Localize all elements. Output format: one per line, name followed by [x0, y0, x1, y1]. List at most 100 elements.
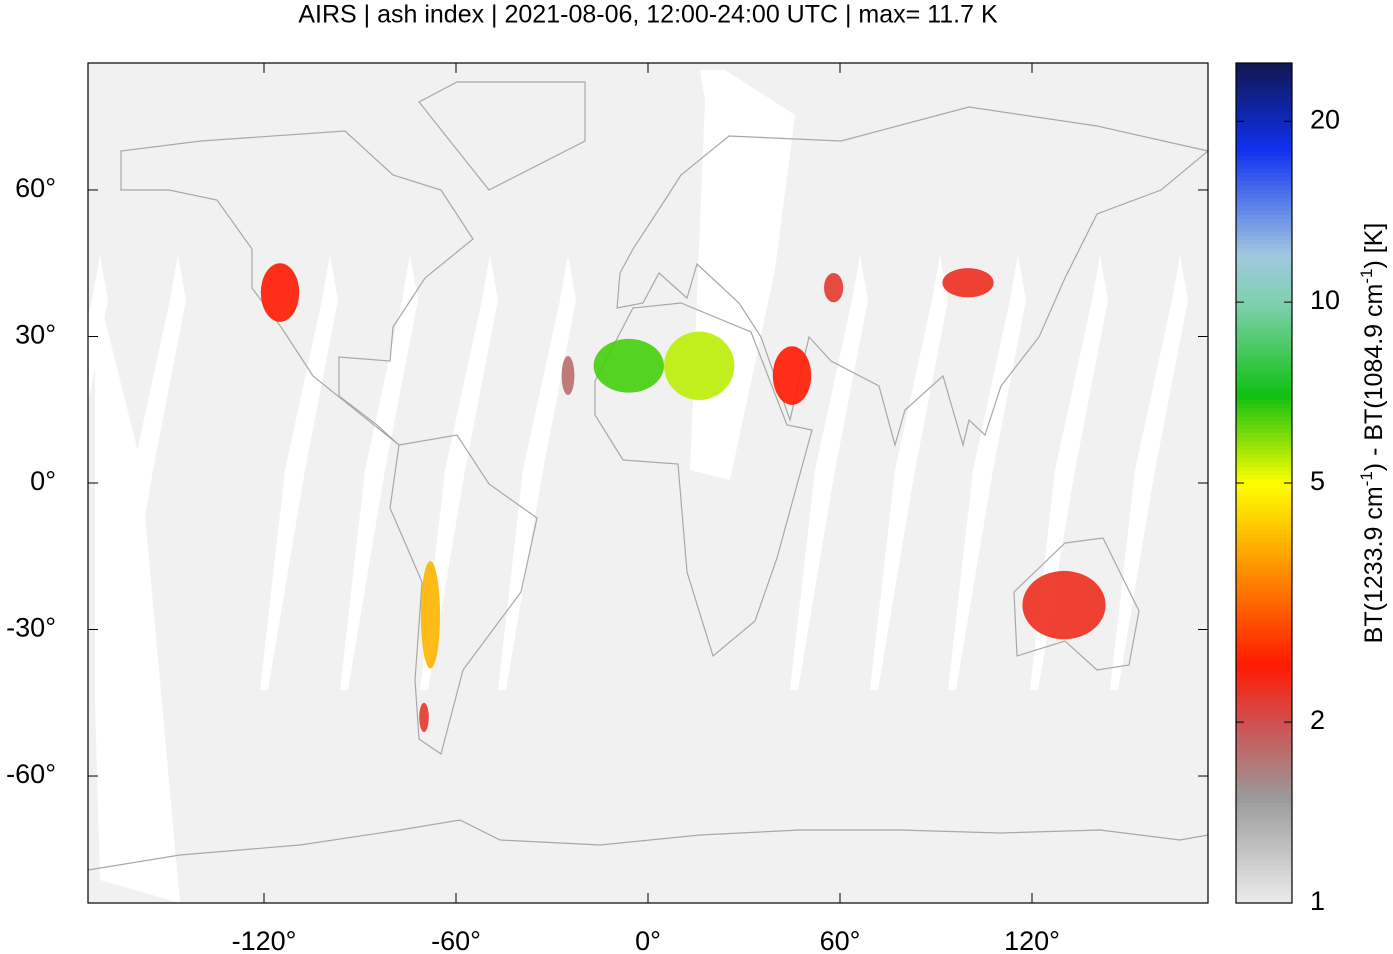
colorbar-step: [1236, 218, 1292, 224]
colorbar-step: [1236, 197, 1292, 203]
colorbar-step: [1236, 798, 1292, 803]
label-part: BT(1233.9 cm: [1360, 486, 1388, 643]
colorbar-step: [1236, 142, 1292, 148]
colorbar-step: [1236, 289, 1292, 295]
colorbar-step: [1236, 676, 1292, 681]
colorbar-step: [1236, 693, 1292, 698]
colorbar-step: [1236, 306, 1292, 312]
colorbar-step: [1236, 756, 1292, 761]
colorbar-tick-label: 2: [1310, 705, 1325, 735]
colorbar-step: [1236, 239, 1292, 245]
colorbar-step: [1236, 739, 1292, 744]
colorbar-step: [1236, 428, 1292, 434]
colorbar-step: [1236, 365, 1292, 371]
ash-patch: [772, 346, 812, 405]
colorbar-step: [1236, 840, 1292, 845]
colorbar-step: [1236, 869, 1292, 875]
colorbar-step: [1236, 298, 1292, 303]
colorbar-step: [1236, 147, 1292, 152]
colorbar-step: [1236, 886, 1292, 891]
colorbar-step: [1236, 730, 1292, 736]
colorbar-step: [1236, 96, 1292, 102]
colorbar-step: [1236, 520, 1292, 526]
colorbar-step: [1236, 751, 1292, 757]
colorbar-step: [1236, 222, 1292, 228]
colorbar-step: [1236, 646, 1292, 652]
colorbar-step: [1236, 604, 1292, 610]
y-tick-label: 60°: [15, 173, 56, 203]
x-tick-label: 0°: [635, 926, 661, 954]
colorbar-step: [1236, 613, 1292, 618]
colorbar-step: [1236, 835, 1292, 841]
colorbar-step: [1236, 550, 1292, 555]
colorbar-step: [1236, 697, 1292, 702]
colorbar-step: [1236, 457, 1292, 463]
colorbar-step: [1236, 151, 1292, 156]
colorbar-step: [1236, 163, 1292, 169]
colorbar-step: [1236, 634, 1292, 639]
colorbar-step: [1236, 764, 1292, 770]
colorbar-step: [1236, 760, 1292, 765]
colorbar-step: [1236, 793, 1292, 799]
colorbar-step: [1236, 340, 1292, 345]
ash-patch: [561, 356, 575, 396]
colorbar-step: [1236, 819, 1292, 824]
ash-patch: [664, 331, 735, 400]
swath-gap: [790, 255, 868, 690]
colorbar-step: [1236, 508, 1292, 513]
colorbar-step: [1236, 630, 1292, 635]
colorbar-step: [1236, 378, 1292, 383]
colorbar-step: [1236, 67, 1292, 72]
colorbar-step: [1236, 168, 1292, 173]
colorbar-tick-label: 1: [1310, 886, 1325, 916]
colorbar-step: [1236, 71, 1292, 77]
colorbar-step: [1236, 235, 1292, 240]
colorbar-step: [1236, 491, 1292, 497]
colorbar-step: [1236, 462, 1292, 467]
colorbar-step: [1236, 105, 1292, 110]
colorbar-step: [1236, 735, 1292, 740]
colorbar-step: [1236, 420, 1292, 425]
colorbar-step: [1236, 466, 1292, 471]
colorbar-step: [1236, 814, 1292, 820]
colorbar-step: [1236, 768, 1292, 774]
ash-patch: [942, 268, 994, 298]
colorbar-step: [1236, 609, 1292, 614]
colorbar-step: [1236, 155, 1292, 161]
colorbar-step: [1236, 684, 1292, 690]
swath-gap: [870, 255, 948, 690]
colorbar-step: [1236, 567, 1292, 572]
colorbar-step: [1236, 898, 1292, 904]
colorbar-step: [1236, 247, 1292, 253]
colorbar-step: [1236, 273, 1292, 278]
colorbar-step: [1236, 176, 1292, 182]
colorbar-step: [1236, 138, 1292, 144]
colorbar-step: [1236, 873, 1292, 879]
colorbar-step: [1236, 214, 1292, 219]
colorbar-step: [1236, 243, 1292, 249]
colorbar-step: [1236, 806, 1292, 812]
colorbar-step: [1236, 84, 1292, 89]
colorbar-step: [1236, 638, 1292, 644]
colorbar-step: [1236, 205, 1292, 211]
colorbar-step: [1236, 617, 1292, 623]
colorbar-step: [1236, 877, 1292, 883]
colorbar-tick-label: 20: [1310, 104, 1340, 134]
colorbar-step: [1236, 600, 1292, 606]
colorbar-step: [1236, 823, 1292, 828]
label-sup: -1: [1357, 269, 1376, 284]
colorbar-step: [1236, 504, 1292, 509]
colorbar-step: [1236, 558, 1292, 564]
x-tick-label: -60°: [431, 926, 481, 954]
swath-gap: [340, 255, 418, 690]
colorbar-step: [1236, 201, 1292, 207]
ash-patch: [824, 273, 844, 303]
colorbar-step: [1236, 483, 1292, 488]
colorbar-step: [1236, 848, 1292, 854]
colorbar-step: [1236, 260, 1292, 266]
coastlines: [87, 81, 1210, 871]
swath-gap: [420, 255, 498, 690]
colorbar-step: [1236, 415, 1292, 421]
colorbar-step: [1236, 441, 1292, 446]
